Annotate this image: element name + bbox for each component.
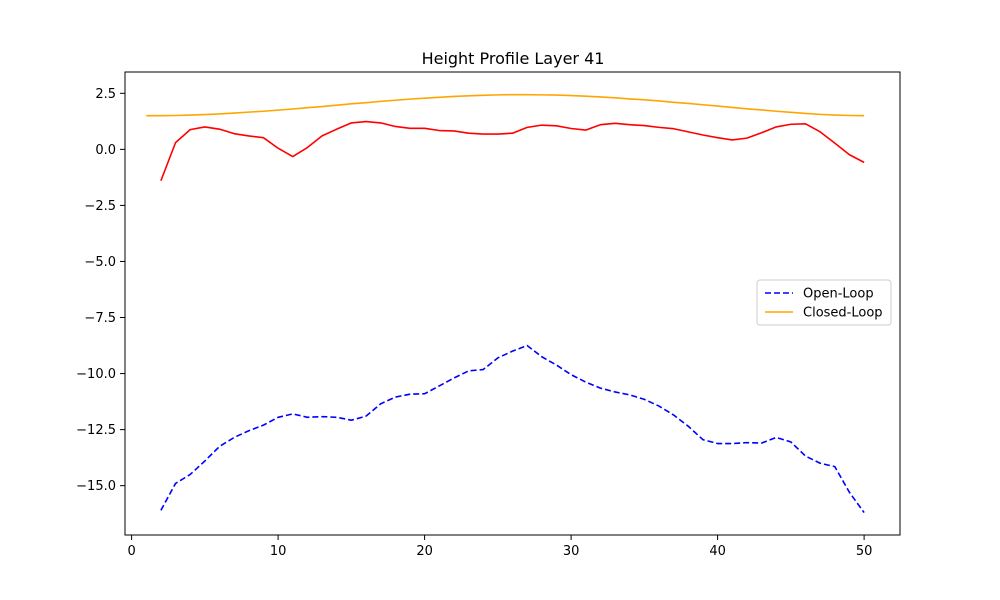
x-tick-label: 40 (709, 544, 726, 559)
legend-label: Closed-Loop (803, 306, 883, 321)
x-tick-label: 10 (270, 544, 287, 559)
legend-box (756, 279, 892, 326)
y-tick-label: −5.0 (84, 255, 116, 270)
red-line (160, 120, 865, 182)
plot-frame (124, 71, 901, 536)
x-tick-label: 50 (856, 544, 873, 559)
y-tick-label: −12.5 (76, 423, 116, 438)
legend: Open-Loop Closed-Loop (756, 279, 892, 326)
open-loop-line (160, 344, 865, 514)
x-tick-label: 30 (563, 544, 580, 559)
y-tick-label: −7.5 (84, 311, 116, 326)
y-tick-label: 0.0 (95, 143, 116, 158)
closed-loop-line (146, 93, 865, 117)
chart-title: Height Profile Layer 41 (422, 49, 605, 68)
y-tick-label: 2.5 (95, 87, 116, 102)
y-tick-label: −15.0 (76, 479, 116, 494)
y-tick-label: −10.0 (76, 367, 116, 382)
y-tick-label: −2.5 (84, 199, 116, 214)
legend-label: Open-Loop (803, 287, 874, 302)
x-tick-label: 0 (127, 544, 135, 559)
x-tick-label: 20 (416, 544, 433, 559)
